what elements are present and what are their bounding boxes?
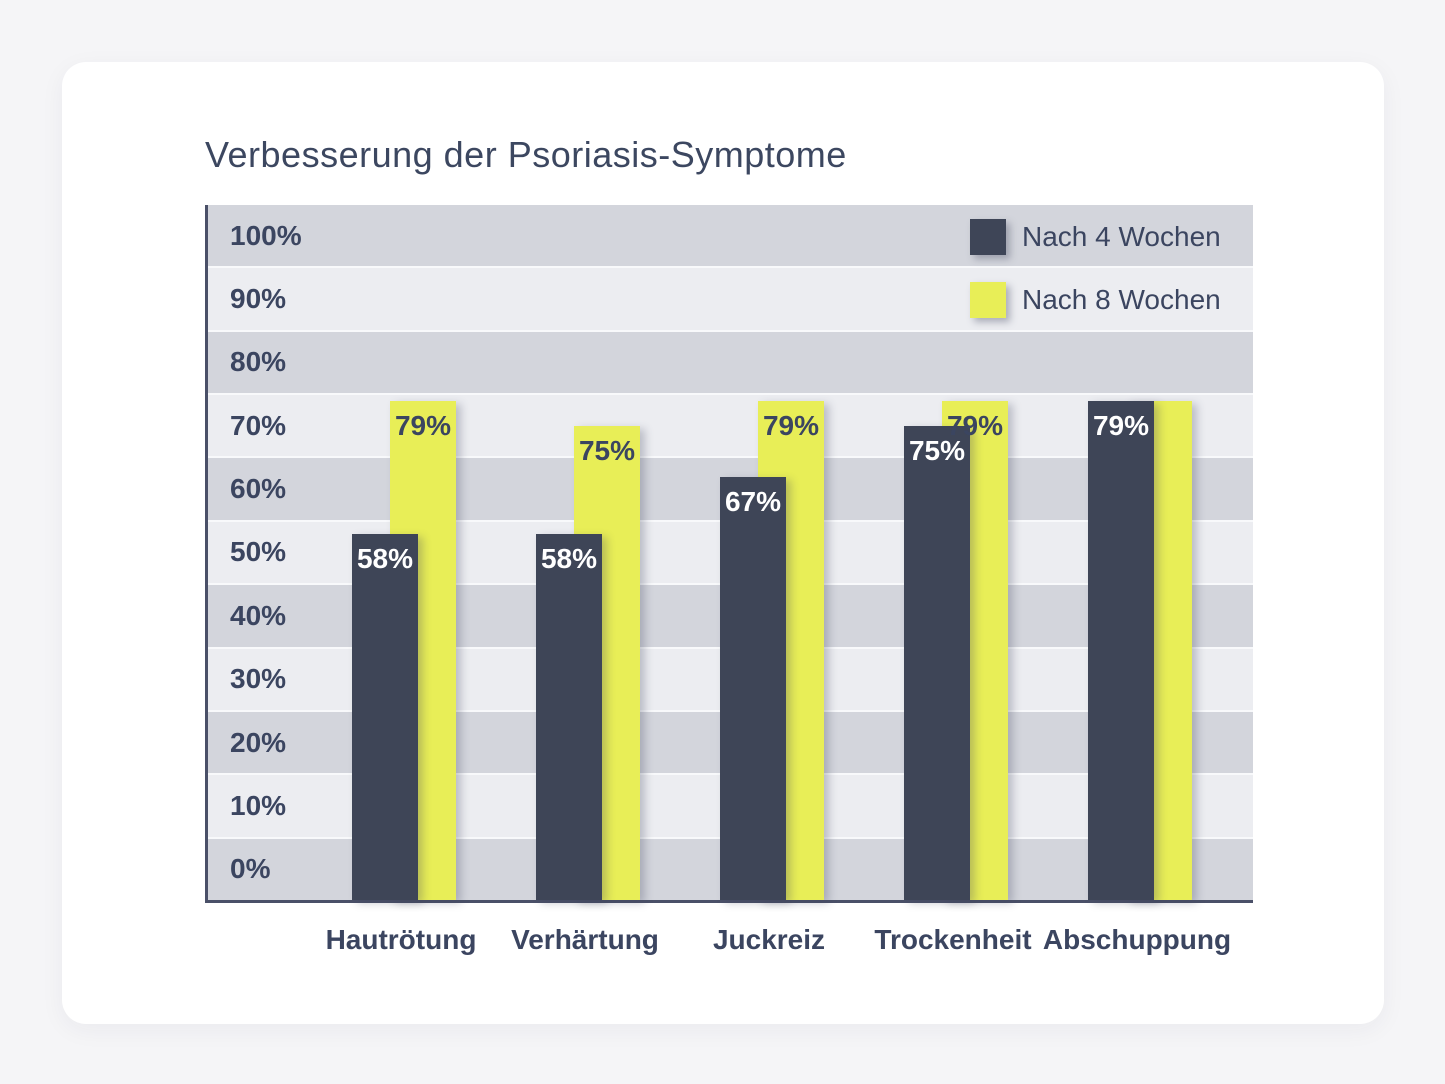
bar-value-label: 79% <box>946 409 1004 441</box>
y-tick-label: 10% <box>230 789 287 821</box>
plot-area: 100% 90% 80% 70% 60% 50% 40% 30% 20% 10% 0% 58% 58%… <box>205 205 1253 903</box>
chart-title: Verbesserung der Psoriasis-Symptome <box>205 134 847 175</box>
legend-item: Nach 8 Wochen <box>970 268 1221 331</box>
bar-nach-4-wochen <box>904 426 970 900</box>
y-tick-label: 0% <box>230 853 271 885</box>
y-tick-label: 70% <box>230 409 287 441</box>
x-axis-labels: Hautrötung Verhärtung Juckreiz Trockenheit A… <box>205 924 1250 964</box>
y-tick-label: 30% <box>230 663 287 695</box>
y-tick-label: 20% <box>230 726 287 758</box>
bar-value-label: 79% <box>762 409 820 441</box>
y-tick-label: 100% <box>230 219 302 251</box>
bar-value-label: 58% <box>356 542 414 574</box>
chart-card: Verbesserung der Psoriasis-Symptome 100%… <box>62 62 1384 1024</box>
y-tick-label: 80% <box>230 346 287 378</box>
bar-nach-4-wochen <box>536 533 602 900</box>
bar-nach-4-wochen <box>720 476 786 900</box>
bar-value-label: 75% <box>578 435 636 467</box>
y-tick-label: 60% <box>230 473 287 505</box>
bar-value-label: 79% <box>1092 409 1150 441</box>
x-axis-label: Trockenheit <box>874 924 1032 955</box>
bar-nach-4-wochen <box>352 533 418 900</box>
bar-value-label: 58% <box>540 542 598 574</box>
bar-value-label: 75% <box>908 435 966 467</box>
legend-item: Nach 4 Wochen <box>970 205 1221 268</box>
legend-label: Nach 8 Wochen <box>1022 283 1221 315</box>
grid-band: 70% <box>208 395 1253 459</box>
bar-value-label: 67% <box>724 485 782 517</box>
legend-swatch-nach-8-wochen <box>970 281 1006 318</box>
bars-layer: 58% 58% 67% 75% 79% 79% 75% 79% 79% <box>208 205 1253 900</box>
y-tick-label: 90% <box>230 283 287 315</box>
x-axis-label: Abschuppung <box>1042 924 1232 955</box>
x-axis-label: Hautrötung <box>325 924 477 955</box>
legend-swatch-nach-4-wochen <box>970 218 1006 255</box>
grid-band: 90% <box>208 268 1253 332</box>
bar-nach-4-wochen <box>1088 400 1154 900</box>
y-tick-label: 40% <box>230 599 287 631</box>
x-axis-label: Verhärtung <box>511 924 659 955</box>
grid-band: 80% <box>208 331 1253 396</box>
bar-value-label: 79% <box>394 409 452 441</box>
y-tick-label: 50% <box>230 536 287 568</box>
legend-label: Nach 4 Wochen <box>1022 220 1221 252</box>
legend: Nach 4 Wochen Nach 8 Wochen <box>970 205 1221 331</box>
grid-band: 100% <box>208 205 1253 269</box>
x-axis-label: Juckreiz <box>712 924 826 955</box>
